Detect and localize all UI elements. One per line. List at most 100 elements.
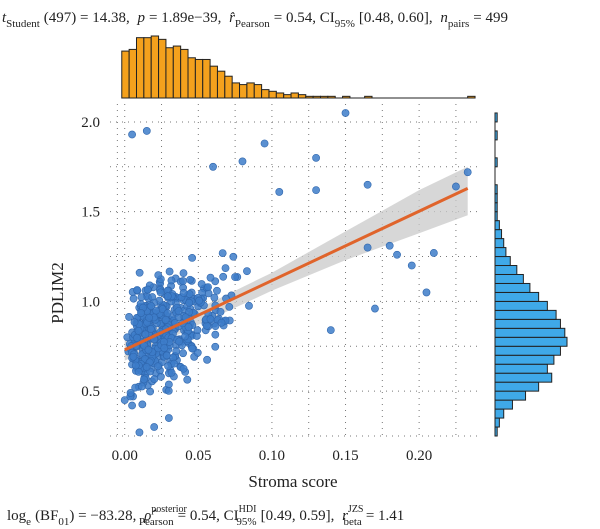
y-tick-label: 2.0 (81, 115, 100, 131)
data-point (204, 283, 212, 292)
right-histogram-bar (494, 238, 505, 249)
right-histogram-bar (494, 345, 561, 356)
right-histogram-bar (494, 372, 553, 383)
data-point (125, 313, 133, 321)
x-tick-label: 0.20 (406, 448, 432, 464)
y-tick-label: 1.0 (81, 294, 100, 310)
top-histogram-bar (143, 37, 152, 99)
data-point (210, 293, 219, 302)
data-point (217, 318, 226, 327)
data-point (141, 330, 150, 339)
data-point (211, 342, 220, 351)
data-point (172, 347, 181, 355)
data-point (385, 241, 394, 250)
data-point (422, 288, 431, 297)
data-point (164, 414, 173, 422)
top-histogram-bar (209, 65, 218, 99)
data-point (120, 396, 129, 405)
top-histogram-bar (268, 90, 277, 99)
right-histogram-bar (494, 291, 540, 302)
data-points (120, 109, 472, 437)
data-point (393, 250, 401, 259)
data-point (129, 294, 138, 303)
data-point (174, 307, 183, 315)
right-histogram-bar (494, 381, 540, 392)
top-histogram-bar (239, 84, 248, 99)
right-histogram-bar (494, 390, 527, 401)
data-point (179, 269, 188, 278)
data-point (164, 362, 172, 370)
right-histogram-bar (494, 318, 561, 329)
data-point (131, 361, 140, 370)
data-point (137, 293, 146, 302)
top-histogram-bar (216, 70, 226, 99)
x-tick-label: 0.05 (185, 448, 211, 464)
data-point (138, 400, 147, 409)
data-point (179, 349, 187, 358)
y-tick-labels: 0.5 1.0 1.5 2.0 (81, 115, 100, 400)
y-axis-label: PDLIM2 (48, 262, 67, 323)
data-point (163, 292, 172, 301)
data-point (213, 286, 221, 295)
data-point (129, 352, 138, 361)
data-point (128, 401, 136, 410)
data-point (185, 298, 194, 307)
data-point (231, 273, 239, 281)
data-point (143, 285, 152, 294)
data-point (211, 322, 220, 331)
data-point (219, 272, 228, 281)
y-tick-label: 1.5 (81, 205, 100, 221)
top-histogram-bar (224, 75, 233, 99)
data-point (145, 313, 154, 322)
top-histogram-bar (297, 94, 307, 99)
data-point (179, 277, 187, 285)
data-point (161, 315, 170, 324)
x-axis-label: Stroma score (248, 472, 337, 491)
data-point (260, 139, 269, 148)
top-histogram-bar (290, 92, 299, 99)
data-point (134, 326, 143, 335)
data-point (135, 428, 144, 437)
data-point (463, 168, 472, 177)
data-point (134, 367, 143, 376)
fit-line (124, 186, 469, 352)
data-point (312, 186, 320, 195)
data-point (216, 307, 225, 316)
data-point (150, 423, 159, 431)
data-point (146, 325, 155, 333)
data-point (202, 321, 211, 330)
x-tick-label: 0.15 (332, 448, 358, 464)
right-histogram-bar (494, 265, 518, 275)
top-histogram-bar (128, 48, 137, 99)
data-point (126, 388, 135, 397)
data-point (183, 375, 192, 384)
data-point (184, 323, 193, 331)
right-histogram-bar (494, 229, 503, 240)
top-histogram-bar (158, 38, 167, 99)
top-histogram-bar (187, 57, 196, 99)
data-point (186, 275, 194, 284)
right-histogram-bar (494, 273, 524, 284)
data-point (225, 303, 234, 311)
data-point (154, 271, 163, 280)
right-histogram-bar (494, 282, 531, 293)
regression-line (124, 186, 469, 352)
data-point (229, 252, 238, 261)
data-point (150, 375, 159, 384)
data-point (162, 351, 171, 360)
right-histogram-bar (494, 363, 548, 374)
top-histogram-bar (180, 48, 189, 99)
data-point (188, 344, 197, 353)
x-tick-labels: 0.00 0.05 0.10 0.15 0.20 (112, 448, 433, 464)
data-point (142, 127, 151, 135)
data-point (157, 372, 165, 381)
top-histogram-bar (135, 37, 145, 99)
data-point (133, 334, 141, 342)
top-histogram-bar (150, 35, 160, 99)
data-point (131, 383, 140, 392)
data-point (140, 375, 148, 384)
data-point (138, 382, 146, 391)
right-histogram-bar (494, 336, 568, 347)
data-point (452, 182, 460, 191)
data-point (142, 363, 151, 371)
